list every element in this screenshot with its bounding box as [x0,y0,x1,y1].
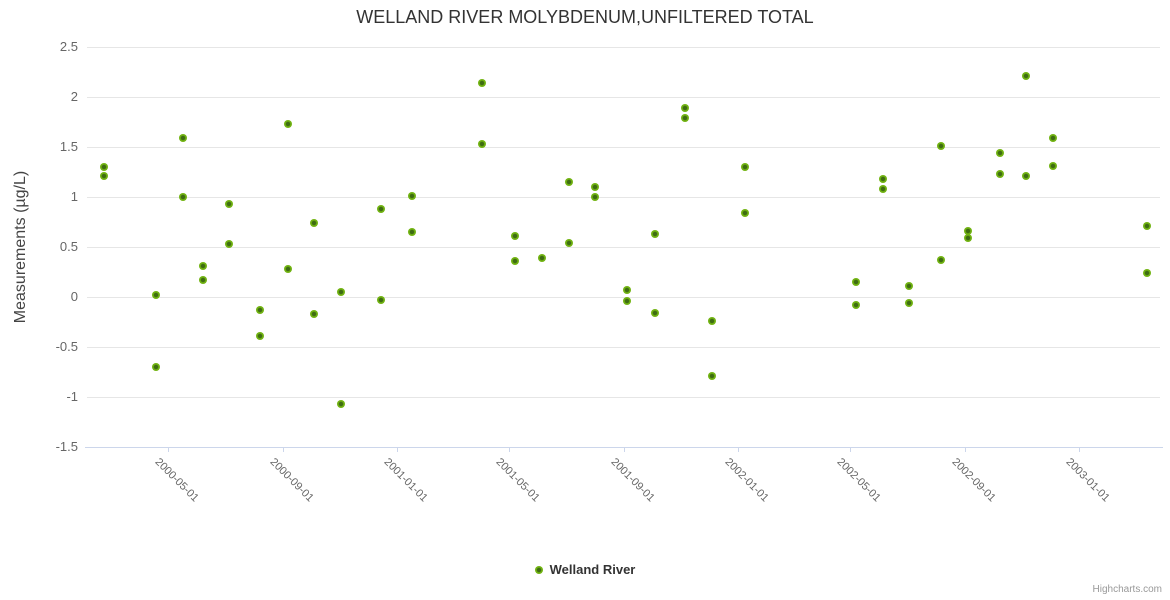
data-point[interactable] [224,240,233,248]
data-point[interactable] [198,262,207,270]
y-gridline [87,347,1160,348]
y-axis-label: -0.5 [55,339,78,354]
data-point[interactable] [283,265,292,273]
data-point[interactable] [256,332,265,340]
highcharts-credit-link[interactable]: Highcharts.com [1092,584,1162,595]
data-point[interactable] [878,175,887,183]
data-point[interactable] [1049,134,1058,142]
data-point[interactable] [622,286,631,294]
data-point[interactable] [564,178,573,186]
legend-marker-icon [534,565,543,574]
data-point[interactable] [1049,162,1058,170]
data-point[interactable] [741,163,750,171]
data-point[interactable] [100,163,109,171]
x-axis-label: 2002-01-01 [722,456,771,505]
x-axis-tick-mark [964,447,966,452]
x-axis-label: 2001-01-01 [381,456,430,505]
data-point[interactable] [937,142,946,150]
data-point[interactable] [996,149,1005,157]
data-point[interactable] [336,400,345,408]
data-point[interactable] [151,363,160,371]
x-axis-label: 2003-01-01 [1063,456,1112,505]
y-gridline [87,97,1160,98]
data-point[interactable] [376,205,385,213]
data-point[interactable] [650,309,659,317]
x-axis-tick-mark [1078,447,1080,452]
y-axis-label: -1 [66,389,78,404]
x-axis-label: 2000-09-01 [267,456,316,505]
y-gridline [87,47,1160,48]
data-point[interactable] [878,185,887,193]
data-point[interactable] [590,183,599,191]
x-axis-tick-mark [623,447,625,452]
data-point[interactable] [1022,72,1031,80]
data-point[interactable] [996,170,1005,178]
y-axis-label: 2 [70,89,78,104]
x-axis-tick-mark [508,447,510,452]
data-point[interactable] [537,254,546,262]
data-point[interactable] [376,296,385,304]
data-point[interactable] [622,297,631,305]
data-point[interactable] [904,282,913,290]
y-axis-label: 1 [70,189,78,204]
data-point[interactable] [964,227,973,235]
data-point[interactable] [590,193,599,201]
data-point[interactable] [681,104,690,112]
data-point[interactable] [256,306,265,314]
legend-item-welland-river[interactable]: Welland River [0,562,1170,577]
data-point[interactable] [224,200,233,208]
data-point[interactable] [309,310,318,318]
y-axis-label: 0 [70,289,78,304]
data-point[interactable] [707,317,716,325]
y-gridline [87,397,1160,398]
chart-title: WELLAND RIVER MOLYBDENUM,UNFILTERED TOTA… [356,7,814,27]
data-point[interactable] [477,140,486,148]
data-point[interactable] [336,288,345,296]
data-point[interactable] [178,193,187,201]
legend-label: Welland River [549,562,636,577]
data-point[interactable] [650,230,659,238]
data-point[interactable] [407,228,416,236]
data-point[interactable] [852,301,861,309]
data-point[interactable] [964,234,973,242]
data-point[interactable] [1022,172,1031,180]
x-axis-label: 2001-09-01 [608,456,657,505]
data-point[interactable] [1142,269,1151,277]
data-point[interactable] [707,372,716,380]
data-point[interactable] [852,278,861,286]
data-point[interactable] [511,232,520,240]
y-axis-label: -1.5 [55,439,78,454]
data-point[interactable] [741,209,750,217]
x-axis-label: 2002-05-01 [834,456,883,505]
x-axis-tick-mark [396,447,398,452]
x-axis-tick-mark [849,447,851,452]
x-axis-tick-mark [168,447,169,452]
data-point[interactable] [151,291,160,299]
data-point[interactable] [198,276,207,284]
y-axis-label: 0.5 [59,239,78,254]
data-point[interactable] [937,256,946,264]
data-point[interactable] [100,172,109,180]
y-gridline [87,197,1160,198]
y-gridline [87,147,1160,148]
data-point[interactable] [681,114,690,122]
x-axis-tick-mark [737,447,739,452]
data-point[interactable] [407,192,416,200]
x-axis-label: 2000-05-01 [152,456,201,505]
data-point[interactable] [178,134,187,142]
data-point[interactable] [477,79,486,87]
x-axis-label: 2001-05-01 [493,456,542,505]
x-axis-label: 2002-09-01 [949,456,998,505]
data-point[interactable] [564,239,573,247]
data-point[interactable] [904,299,913,307]
y-axis-label: 2.5 [59,39,78,54]
x-axis-tick-mark [282,447,284,452]
y-gridline [87,247,1160,248]
data-point[interactable] [283,120,292,128]
data-point[interactable] [309,219,318,227]
data-point[interactable] [1142,222,1151,230]
data-point[interactable] [511,257,520,265]
y-axis-label: 1.5 [59,139,78,154]
